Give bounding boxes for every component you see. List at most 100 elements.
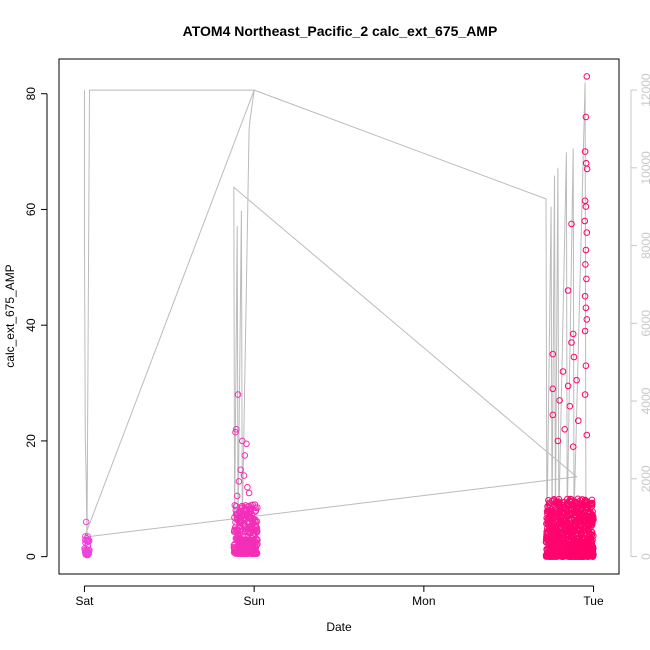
data-point	[234, 391, 242, 398]
data-point	[253, 504, 261, 511]
data-point	[568, 339, 575, 346]
y-axis-label: calc_ext_675_AMP	[3, 264, 17, 367]
data-point	[241, 452, 249, 459]
data-point	[582, 159, 590, 167]
y2-tick-label: 10000	[639, 151, 650, 185]
data-point	[569, 534, 576, 542]
series-line	[83, 82, 587, 538]
data-point	[581, 217, 589, 225]
data-point	[584, 548, 592, 556]
data-point	[242, 502, 249, 509]
data-point	[543, 528, 551, 536]
data-point	[583, 531, 591, 538]
data-point	[563, 543, 571, 550]
data-point	[230, 544, 238, 552]
data-point	[546, 522, 553, 529]
y-tick-label: 0	[24, 553, 38, 560]
data-point	[243, 440, 250, 448]
data-point	[569, 443, 577, 451]
data-point	[554, 437, 562, 445]
data-point	[565, 551, 572, 559]
data-point	[232, 428, 239, 436]
y2-tick-label: 12000	[639, 73, 650, 107]
data-point	[575, 417, 582, 425]
data-point	[252, 508, 259, 516]
data-point	[580, 518, 587, 526]
y2-axis: 0 2000 4000 6000 8000 10000 12000	[630, 73, 650, 560]
data-point	[557, 528, 564, 536]
data-point	[590, 545, 597, 552]
data-point	[582, 304, 590, 312]
data-point	[581, 148, 589, 155]
data-point	[553, 522, 560, 530]
data-point	[563, 508, 570, 515]
data-point	[247, 547, 254, 554]
y2-tick-label: 0	[639, 553, 650, 560]
data-point	[546, 542, 553, 550]
data-point	[555, 549, 563, 557]
data-point	[252, 550, 260, 558]
data-point	[555, 552, 563, 560]
data-point	[555, 512, 562, 520]
data-point	[573, 535, 581, 543]
data-point	[240, 472, 248, 479]
data-point	[236, 518, 244, 526]
data-point	[588, 519, 595, 527]
data-point	[251, 542, 259, 550]
data-point	[84, 549, 92, 557]
data-point	[549, 526, 557, 534]
data-point	[567, 527, 575, 534]
data-point	[251, 522, 259, 529]
data-point	[575, 529, 582, 537]
data-point	[572, 523, 580, 531]
data-point	[240, 542, 248, 550]
data-point	[582, 113, 590, 121]
data-point	[583, 275, 590, 283]
data-point	[566, 548, 574, 556]
data-point	[231, 502, 239, 509]
data-point	[583, 73, 591, 80]
data-point	[567, 515, 575, 522]
x-tick-label: Sun	[243, 594, 264, 608]
y-axis: 0 20 40 60 80	[24, 87, 48, 560]
data-point	[245, 489, 253, 497]
data-point	[550, 497, 558, 504]
data-point	[237, 532, 244, 539]
data-point	[582, 261, 589, 268]
data-point	[549, 552, 556, 559]
data-point	[232, 535, 240, 542]
data-point	[573, 376, 580, 384]
data-point	[569, 330, 577, 338]
x-tick-label: Tue	[583, 594, 604, 608]
data-point	[549, 385, 557, 393]
data-point	[548, 506, 555, 513]
data-point	[546, 551, 554, 559]
data-point	[245, 536, 253, 544]
data-point	[574, 495, 582, 503]
data-point	[577, 551, 585, 558]
data-point	[546, 533, 554, 540]
data-point	[589, 536, 596, 544]
y2-tick-label: 8000	[639, 232, 650, 259]
data-point	[546, 538, 553, 545]
data-point	[569, 506, 576, 514]
data-point	[548, 536, 555, 544]
data-point	[253, 528, 261, 536]
data-point	[242, 523, 249, 531]
data-point	[576, 509, 584, 516]
data-point	[583, 498, 591, 505]
data-point	[568, 220, 575, 228]
data-point	[248, 550, 255, 557]
x-tick-label: Mon	[412, 594, 435, 608]
x-tick-label: Sat	[75, 594, 94, 608]
data-point	[587, 512, 595, 520]
data-point	[554, 537, 561, 544]
data-point	[581, 292, 589, 300]
data-point	[240, 510, 248, 517]
y-tick-label: 60	[24, 202, 38, 216]
data-point	[580, 502, 588, 510]
data-point	[581, 539, 589, 547]
data-point	[583, 316, 591, 323]
data-point	[238, 549, 245, 557]
